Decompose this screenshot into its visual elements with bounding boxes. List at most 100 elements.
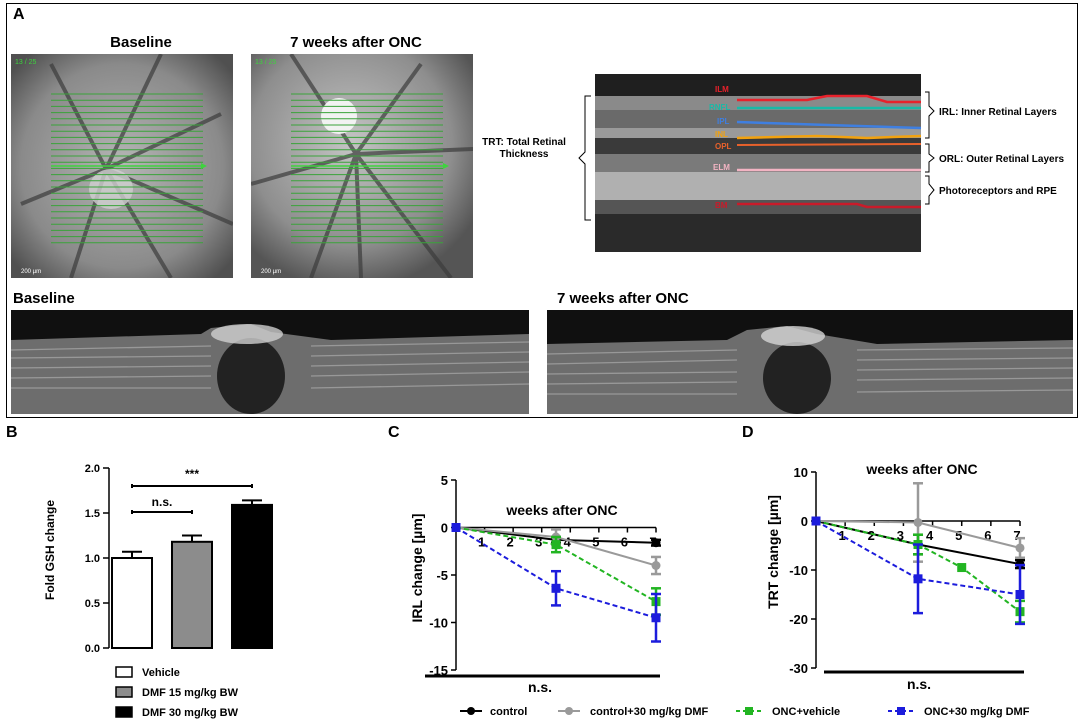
chart-b-bar: [171, 540, 213, 649]
fundus-onc-scale: 200 µm: [261, 269, 281, 275]
chart-c-ylabel: IRL change [µm]: [409, 514, 425, 623]
legend-cd-control-label: control: [490, 706, 527, 718]
chart-b-ytick-label: 0.5: [85, 598, 100, 610]
layer-ipl: IPL: [717, 117, 730, 126]
scan-onc-title: 7 weeks after ONC: [557, 290, 689, 307]
chartD-ytick-label: -30: [789, 661, 808, 676]
legend-cd-onc-dmf: ONC+30 mg/kg DMF: [888, 706, 1030, 718]
chart-c-title: weeks after ONC: [505, 502, 617, 518]
chartD-ytick-label: 0: [801, 514, 808, 529]
chartD-xtick-label: 7: [1013, 528, 1020, 543]
chartC-point: [551, 583, 561, 593]
bscan-baseline-image: [11, 310, 529, 414]
chart-d-ns: n.s.: [907, 676, 931, 692]
fundus-onc-counter: 13 / 25: [255, 59, 277, 66]
legend-cd-control: control: [460, 706, 527, 718]
chartC-ytick-label: -5: [436, 568, 448, 583]
chartD-xtick-label: 2: [868, 528, 875, 543]
chartD-xtick-label: 6: [984, 528, 991, 543]
pr-label: Photoreceptors and RPE: [939, 186, 1057, 197]
legend-dmf30: DMF 30 mg/kg BW: [142, 707, 239, 719]
legend-cd-control-dmf-label: control+30 mg/kg DMF: [590, 706, 709, 718]
legend-cd-onc-dmf-label: ONC+30 mg/kg DMF: [924, 706, 1030, 718]
scan-baseline-title: Baseline: [13, 290, 75, 307]
panel-c-label: C: [388, 424, 400, 441]
chart-b-ns-label: n.s.: [152, 495, 173, 509]
legend-cd-onc-vehicle: ONC+vehicle: [736, 706, 840, 718]
chartD-point: [957, 563, 967, 573]
chartD-series-line-3: [815, 520, 1021, 596]
chart-d: TRT change [µm] weeks after ONC n.s. 10 0…: [765, 461, 1025, 692]
legend-swatch-dmf15: [115, 686, 133, 698]
chartC-ytick-label: 5: [441, 473, 448, 488]
chartC-xtick-label: 2: [507, 535, 514, 550]
chart-b-ytick-label: 1.5: [85, 508, 100, 520]
chart-b-bar: [231, 503, 273, 650]
fundus-onc-title: 7 weeks after ONC: [290, 34, 422, 51]
oct-layer-diagram: ILM RNFL IPL INL OPL ELM BM: [578, 74, 922, 252]
layer-ilm: ILM: [715, 85, 729, 94]
chart-b: Fold GSH change 0.0 0.5 1.0 1.5 2.0 *** n.s.…: [43, 463, 273, 719]
chart-c-ns: n.s.: [528, 679, 552, 692]
fundus-onc-svg: 13 / 25 200 µm: [251, 54, 473, 278]
fundus-baseline-title: Baseline: [110, 34, 172, 51]
chartC-series-line-2: [455, 526, 657, 603]
chartC-point: [551, 540, 561, 550]
chart-b-sig-label: ***: [185, 467, 199, 481]
chartC-point: [651, 561, 661, 570]
chartC-xtick-label: 4: [564, 535, 572, 550]
fundus-baseline-scale: 200 µm: [21, 269, 41, 275]
chartC-point: [451, 523, 461, 532]
chartD-ytick-label: 10: [794, 465, 808, 480]
trt-label-line1: TRT: Total Retinal: [482, 137, 566, 148]
legend-dmf15: DMF 15 mg/kg BW: [142, 687, 239, 699]
chart-b-ytick-label: 1.0: [85, 553, 100, 565]
fundus-baseline-image: 13 / 25 200 µm: [11, 54, 233, 278]
legend-cd-onc-vehicle-label: ONC+vehicle: [772, 706, 840, 718]
chart-b-ytick-label: 0.0: [85, 643, 100, 655]
bscan-baseline-svg: [11, 310, 529, 414]
chart-b-ytick-label: 2.0: [85, 463, 100, 475]
legend-swatch-vehicle: [115, 666, 133, 678]
chartD-point: [1015, 543, 1025, 553]
chartC-point: [651, 613, 661, 623]
chartD-point: [913, 574, 923, 584]
chart-c: IRL change [µm] weeks after ONC n.s. 5 0 -…: [409, 473, 661, 692]
chartD-xtick-label: 3: [897, 528, 904, 543]
fundus-onc-image: 13 / 25 200 µm: [251, 54, 473, 278]
panel-a: A Baseline 7 weeks after ONC 13 /: [6, 3, 1078, 418]
oct-right-braces: IRL: Inner Retinal Layers ORL: Outer Ret…: [925, 91, 1064, 205]
irl-label: IRL: Inner Retinal Layers: [939, 107, 1057, 118]
chartD-point: [811, 516, 821, 526]
chartC-ytick-label: 0: [441, 521, 448, 536]
layer-inl: INL: [715, 130, 728, 139]
chartD-point: [913, 517, 923, 527]
legend-swatch-dmf30: [115, 706, 133, 718]
bscan-onc-image: [547, 310, 1073, 414]
chart-b-legend: Vehicle DMF 15 mg/kg BW DMF 30 mg/kg BW: [115, 666, 239, 719]
panel-b-label: B: [6, 424, 18, 441]
chartC-ytick-label: -10: [429, 616, 448, 631]
chartC-point: [651, 538, 661, 548]
layer-elm: ELM: [713, 163, 730, 172]
chartD-ytick-label: -10: [789, 563, 808, 578]
panel-d-label: D: [742, 424, 754, 441]
chartD-ytick-label: -20: [789, 612, 808, 627]
chartC-xtick-label: 1: [478, 535, 485, 550]
chartD-series-line-2: [815, 520, 1021, 613]
chartC-ytick-label: -15: [429, 663, 448, 678]
layer-rnfl: RNFL: [709, 103, 730, 112]
chart-b-bar: [111, 557, 153, 649]
chart-b-ylabel: Fold GSH change: [43, 500, 57, 600]
legend-cd-control-dmf: control+30 mg/kg DMF: [558, 706, 709, 718]
trt-label: TRT: Total Retinal Thickness: [479, 137, 569, 161]
chartD-xtick-label: 5: [955, 528, 962, 543]
panel-a-label: A: [13, 6, 25, 23]
legend-vehicle: Vehicle: [142, 667, 180, 679]
chartC-series-line-3: [455, 526, 657, 619]
legend-cd: control control+30 mg/kg DMF ONC+vehicle…: [460, 706, 1030, 718]
chart-d-title: weeks after ONC: [865, 461, 977, 477]
chartC-xtick-label: 5: [592, 535, 599, 550]
fundus-baseline-counter: 13 / 25: [15, 59, 37, 66]
chartD-point: [1015, 590, 1025, 599]
